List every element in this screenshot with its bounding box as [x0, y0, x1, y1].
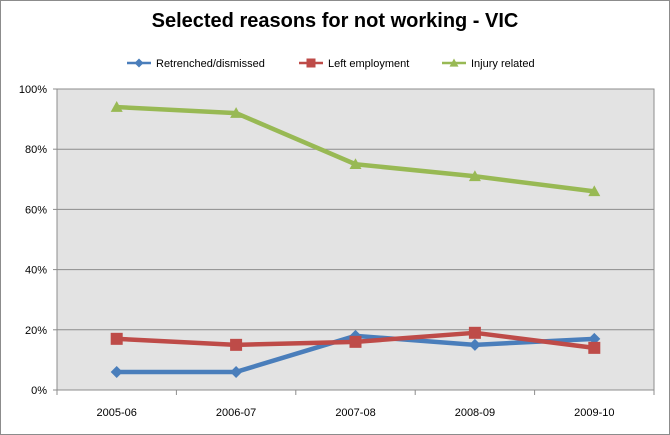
y-tick-label: 80%: [25, 144, 47, 156]
series-injury-related: [110, 101, 601, 197]
data-point-triangle: [449, 58, 459, 67]
legend-label: Injury related: [471, 58, 535, 70]
legend-item: Retrenched/dismissed: [127, 58, 265, 70]
x-tick-label: 2007-08: [335, 407, 375, 419]
data-point-diamond: [110, 365, 123, 378]
x-tick-label: 2008-09: [455, 407, 495, 419]
legend-label: Retrenched/dismissed: [156, 58, 265, 70]
y-tick-label: 0%: [31, 385, 47, 397]
data-point-diamond: [134, 58, 144, 68]
data-point-triangle: [349, 158, 362, 170]
gridlines: [57, 148, 654, 331]
y-tick-label: 40%: [25, 265, 47, 277]
y-tick-label: 100%: [19, 84, 47, 96]
series-retrenched-dismissed: [110, 329, 601, 378]
x-tick-label: 2006-07: [216, 407, 256, 419]
data-point-triangle: [230, 107, 243, 118]
data-point-square: [468, 326, 481, 339]
data-point-triangle: [110, 101, 123, 112]
data-point-square: [230, 338, 243, 351]
data-point-square: [306, 58, 316, 68]
data-point-diamond: [468, 338, 481, 351]
data-point-square: [110, 332, 123, 345]
series-group: [110, 101, 601, 378]
legend: Retrenched/dismissed Left employment Injur…: [127, 58, 535, 70]
data-point-triangle: [468, 170, 481, 182]
x-tick-label: 2009-10: [574, 407, 614, 419]
series-left-employment: [110, 326, 601, 354]
chart-title: Selected reasons for not working - VIC: [151, 10, 519, 32]
legend-label: Left employment: [328, 58, 409, 70]
legend-item: Left employment: [299, 58, 409, 70]
data-point-triangle: [588, 185, 601, 197]
y-tick-label: 20%: [25, 325, 47, 337]
legend-item: Injury related: [442, 58, 535, 70]
x-axis: 2005-06 2006-07 2007-08 2008-09 2009-10: [56, 390, 655, 419]
data-point-square: [349, 335, 362, 348]
y-tick-label: 60%: [25, 204, 47, 216]
data-point-square: [588, 341, 601, 354]
x-tick-label: 2005-06: [97, 407, 137, 419]
y-axis: 0% 20% 40% 60% 80% 100%: [19, 84, 57, 397]
data-point-diamond: [230, 365, 243, 378]
data-point-diamond: [588, 332, 601, 345]
